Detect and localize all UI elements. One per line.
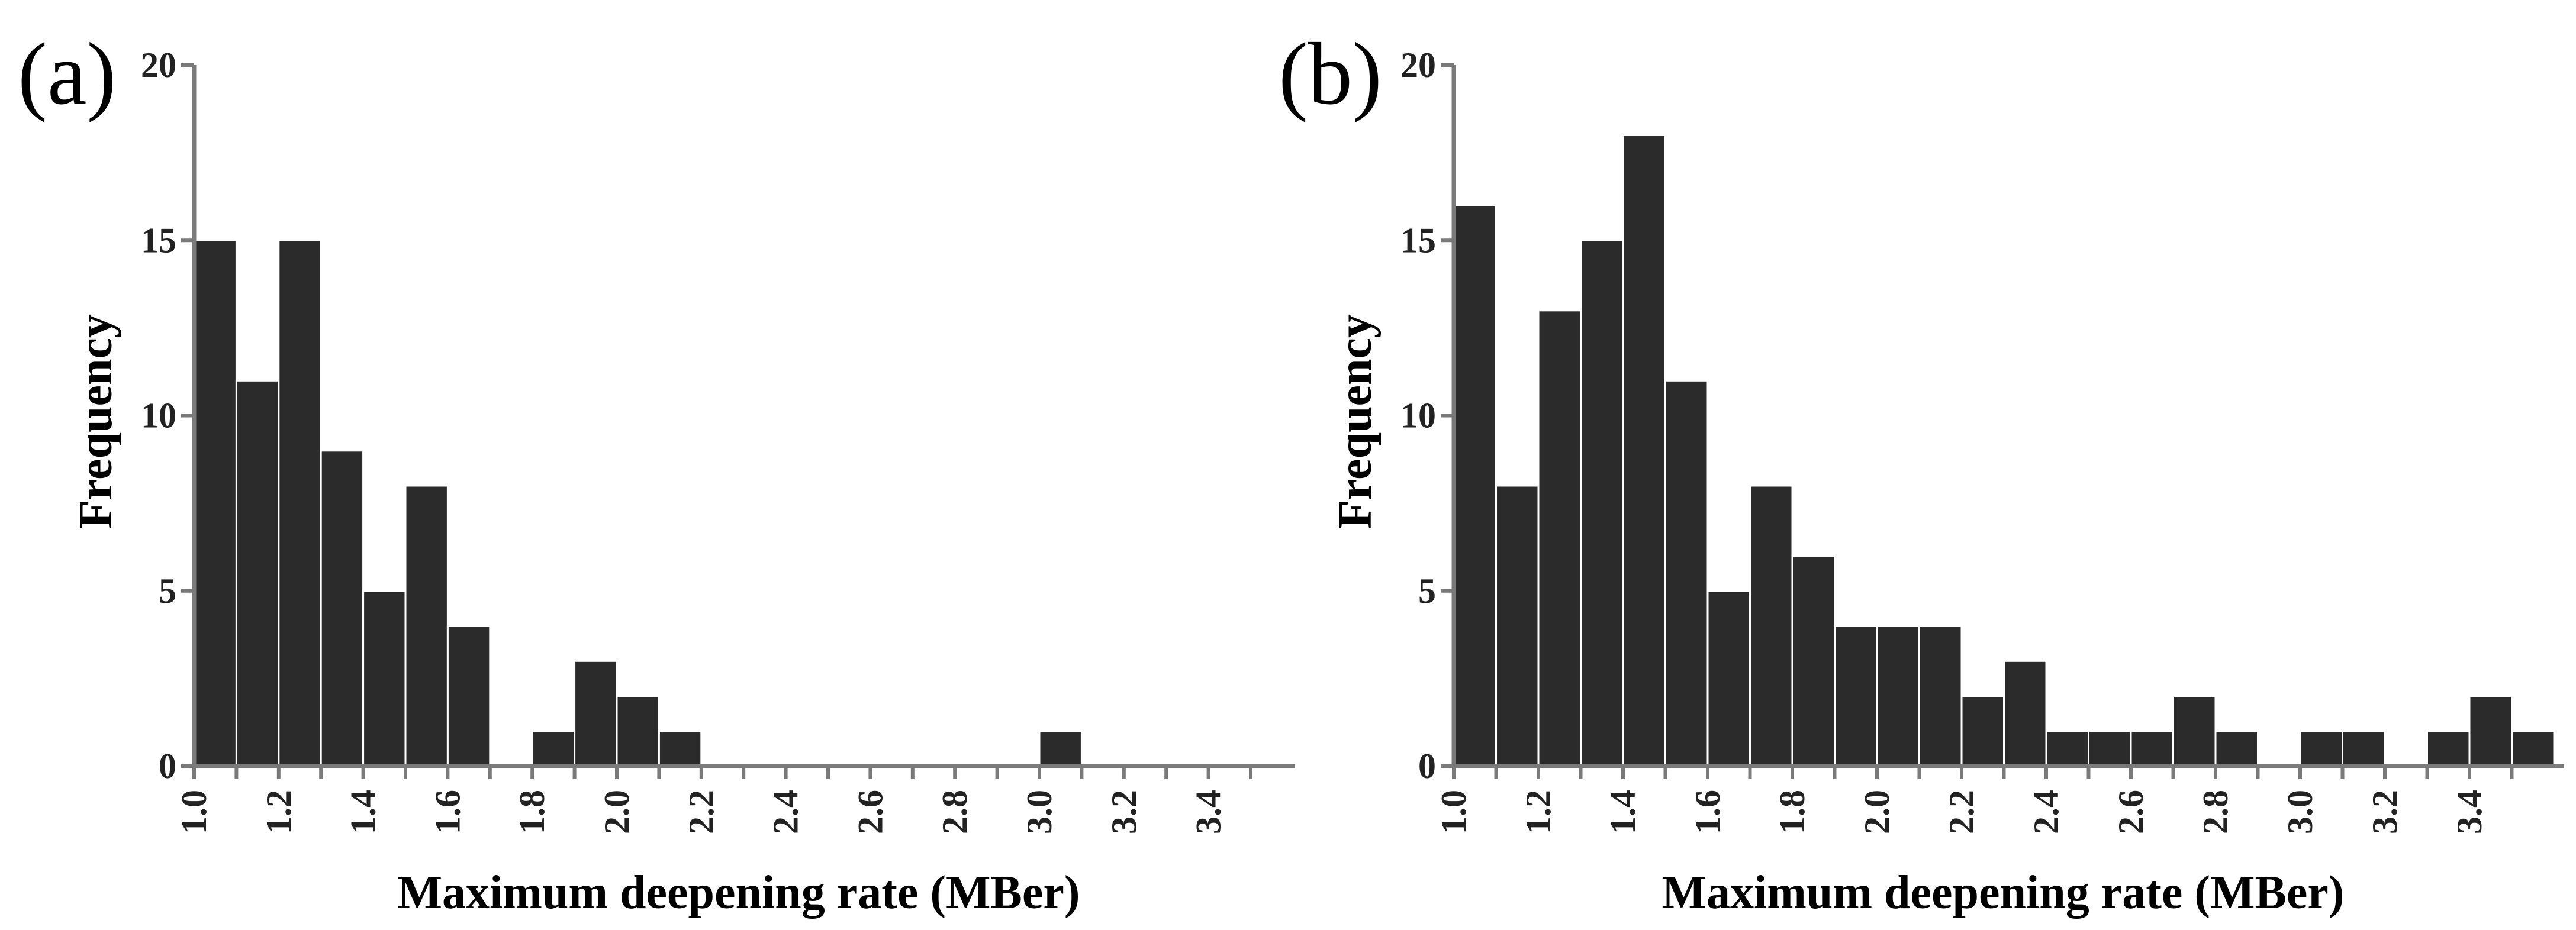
- panel-label: (a): [18, 25, 116, 123]
- histogram-bar: [446, 625, 491, 767]
- histogram-bar: [574, 660, 618, 767]
- histogram-bar: [1664, 379, 1709, 767]
- y-axis-title: Frequency: [70, 314, 122, 529]
- histogram-bar: [1706, 590, 1751, 767]
- histogram-bar: [2045, 730, 2089, 767]
- x-tick-label: 1.0: [175, 790, 214, 834]
- x-tick-label: 1.6: [1688, 790, 1727, 834]
- x-tick-label: 1.2: [1519, 790, 1558, 834]
- histogram-bar: [235, 379, 280, 767]
- y-tick-label: 10: [141, 396, 176, 435]
- x-tick-label: 2.6: [851, 790, 890, 834]
- histogram-bar: [1876, 625, 1920, 767]
- histogram-bar: [2511, 730, 2555, 767]
- x-tick-label: 3.2: [2365, 790, 2404, 834]
- y-tick-label: 5: [159, 571, 176, 611]
- x-tick-label: 1.8: [1773, 790, 1812, 834]
- histogram-bar: [1918, 625, 1963, 767]
- x-tick-label: 2.0: [1857, 790, 1896, 834]
- x-tick-label: 3.0: [2281, 790, 2320, 834]
- histogram-bar: [2088, 730, 2132, 767]
- y-tick-label: 5: [1418, 571, 1436, 611]
- x-tick-label: 3.2: [1105, 790, 1144, 834]
- histogram-bar: [1580, 239, 1624, 767]
- histogram-bar: [362, 590, 407, 767]
- histogram-panel-a: (a) 0 5 10 15 20 1.0 1.2 1.4 1.6 1.8 2.0 2.2 2.4 2.6 2.…: [18, 25, 1295, 919]
- x-tick-label: 2.0: [597, 790, 636, 834]
- histogram-bar: [1038, 730, 1083, 767]
- histogram-bar: [2299, 730, 2343, 767]
- x-tick-label: 1.4: [1603, 790, 1643, 834]
- y-tick-label: 15: [1400, 221, 1436, 260]
- x-tick-label: 3.0: [1020, 790, 1059, 834]
- y-axis-title: Frequency: [1329, 314, 1382, 529]
- x-tick-label: 2.2: [682, 790, 721, 834]
- x-tick-label: 2.2: [1942, 790, 1981, 834]
- histogram-bar: [2426, 730, 2471, 767]
- histogram-bar: [658, 730, 703, 767]
- y-tick-label: 0: [159, 747, 176, 786]
- histogram-bar: [1453, 204, 1497, 767]
- x-tick-label: 2.8: [2196, 790, 2235, 834]
- y-tick-label: 20: [141, 46, 176, 85]
- histogram-bar: [1749, 485, 1793, 767]
- x-tick-label: 2.6: [2111, 790, 2150, 834]
- y-tick-label: 15: [141, 221, 176, 260]
- histogram-bar: [2172, 695, 2217, 767]
- x-tick-label: 1.4: [344, 790, 383, 834]
- histogram-bar: [2468, 695, 2513, 767]
- histogram-bar: [278, 239, 322, 767]
- histogram-bar: [193, 239, 237, 767]
- histogram-bar: [2214, 730, 2259, 767]
- y-tick-label: 20: [1400, 46, 1436, 85]
- x-axis-title: Maximum deepening rate (MBer): [397, 867, 1080, 919]
- x-tick-label: 1.2: [259, 790, 298, 834]
- histogram-bar: [616, 695, 660, 767]
- histogram-bar: [1537, 309, 1582, 767]
- x-tick-label: 3.4: [1189, 790, 1228, 834]
- x-tick-label: 2.8: [935, 790, 974, 834]
- histogram-bar: [1960, 695, 2005, 767]
- panel-label: (b): [1279, 25, 1382, 123]
- x-tick-label: 2.4: [2027, 790, 2066, 834]
- histogram-bar: [1495, 485, 1540, 767]
- x-tick-label: 1.8: [513, 790, 552, 834]
- histogram-bar: [2342, 730, 2386, 767]
- x-tick-label: 3.4: [2450, 790, 2489, 834]
- histogram-bar: [2003, 660, 2047, 767]
- histogram-bar: [1791, 555, 1836, 767]
- histogram-bar: [404, 485, 449, 767]
- x-tick-label: 1.0: [1434, 790, 1473, 834]
- x-tick-label: 2.4: [767, 790, 806, 834]
- histogram-bar: [320, 450, 365, 767]
- histogram-panel-b: (b) 0 5 10 15 20 1.0 1.2 1.4 1.6 1.8 2.0 2.2 2.4 2.6 2.…: [1279, 25, 2564, 919]
- histogram-bar: [2130, 730, 2174, 767]
- histogram-bar: [1834, 625, 1878, 767]
- x-tick-label: 1.6: [428, 790, 467, 834]
- x-axis-title: Maximum deepening rate (MBer): [1661, 867, 2344, 919]
- histogram-bar: [531, 730, 576, 767]
- y-tick-label: 0: [1418, 747, 1436, 786]
- histogram-bar: [1622, 134, 1666, 767]
- y-tick-label: 10: [1400, 396, 1436, 435]
